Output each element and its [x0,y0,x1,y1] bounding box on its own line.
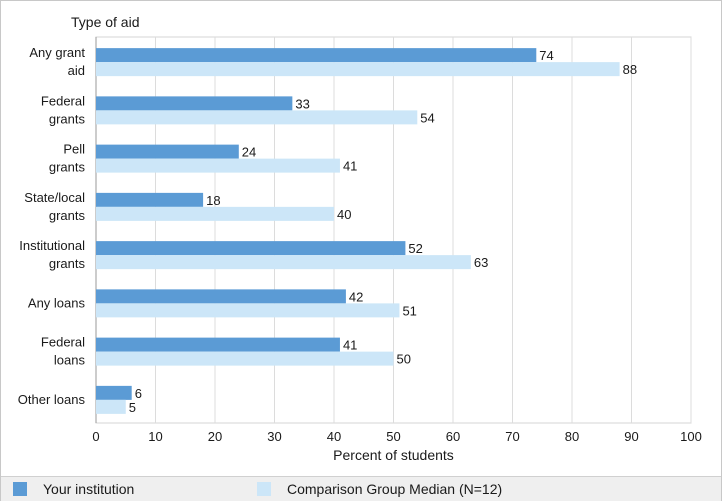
category-label-line: Any loans [28,295,86,310]
category-label-line: Pell [63,142,85,157]
data-label: 88 [623,62,637,77]
category-label-line: Federal [41,93,85,108]
category-label-line: Institutional [19,238,85,253]
category-label: Pell grants [49,142,86,175]
data-label: 74 [539,48,553,63]
legend-label: Your institution [43,481,135,497]
legend-swatch [13,482,27,496]
bar [96,399,126,414]
data-label: 41 [343,338,357,353]
category-label: State/local grants [24,190,85,223]
legend-item-comparison-group: Comparison Group Median (N=12) [257,481,502,497]
category-label: Federal loans [41,335,86,368]
x-tick-label: 50 [386,429,400,444]
category-label-line: grants [49,208,86,223]
chart-title: Type of aid [71,14,140,30]
bar [96,255,471,270]
x-tick-label: 10 [148,429,162,444]
data-label: 33 [295,96,309,111]
x-tick-label: 30 [267,429,281,444]
category-label-line: loans [54,353,86,368]
bar [96,144,239,159]
legend-label: Comparison Group Median (N=12) [287,481,503,497]
data-label: 54 [420,110,434,125]
bar [96,192,204,207]
category-label-line: grants [49,111,86,126]
bar-chart: 0 10 20 30 40 50 60 70 80 90 100 Type of aid Percent… [18,14,702,463]
data-label: 42 [349,289,363,304]
category-label-line: State/local [24,190,85,205]
data-label: 24 [242,145,256,160]
bar [96,110,418,125]
category-label-line: Other loans [18,392,86,407]
category-label-line: grants [49,160,86,175]
x-tick-label: 100 [680,429,702,444]
x-tick-label: 90 [624,429,638,444]
data-label: 18 [206,193,220,208]
bar [96,337,340,352]
data-label: 41 [343,159,357,174]
data-label: 40 [337,207,351,222]
category-label-line: aid [68,63,85,78]
category-label: Institutional grants [19,238,85,271]
data-label: 6 [135,386,142,401]
data-label: 5 [129,400,136,415]
data-label: 51 [402,303,416,318]
category-label: Federal grants [41,93,86,126]
bar [96,62,620,77]
legend: Your institution Comparison Group Median… [1,476,721,501]
bar [96,303,400,318]
data-label: 63 [474,255,488,270]
x-tick-label: 80 [565,429,579,444]
x-tick-label: 70 [505,429,519,444]
x-axis-label: Percent of students [333,447,454,463]
category-label: Any loans [28,295,86,310]
data-label: 50 [397,352,411,367]
data-label: 52 [408,241,422,256]
category-label: Other loans [18,392,86,407]
bar [96,351,394,366]
bar [96,241,406,256]
x-tick-label: 40 [327,429,341,444]
legend-swatch [257,482,271,496]
category-label-line: Federal [41,335,85,350]
bar [96,206,334,221]
x-tick-label: 0 [92,429,99,444]
bar [96,96,293,111]
category-label-line: Any grant [29,45,85,60]
bar [96,158,340,173]
x-tick-label: 60 [446,429,460,444]
category-label-line: grants [49,256,86,271]
bar [96,385,132,400]
legend-item-your-institution: Your institution [13,481,134,497]
bar [96,289,346,304]
bar [96,48,537,63]
x-tick-label: 20 [208,429,222,444]
category-label: Any grant aid [29,45,85,78]
